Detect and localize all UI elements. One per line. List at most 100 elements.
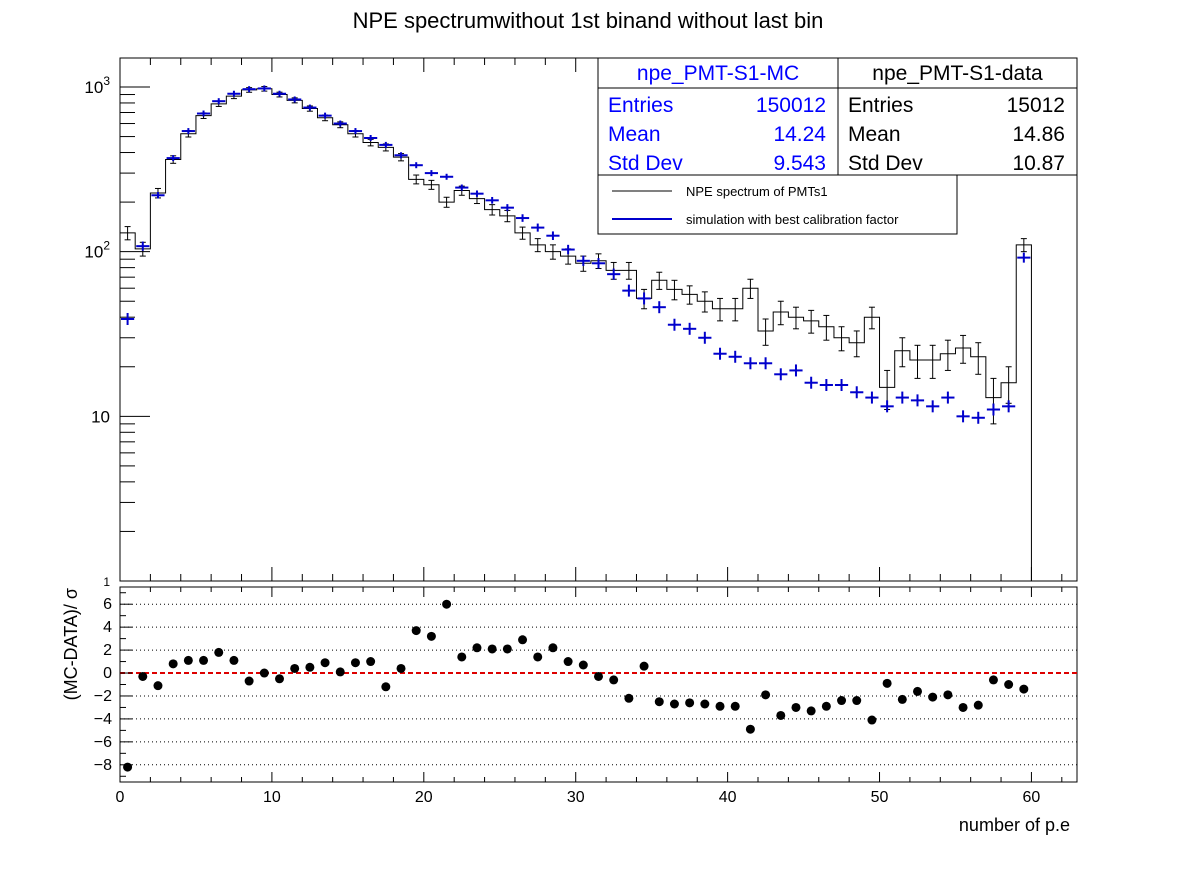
legend-entry-1: simulation with best calibration factor [612,212,899,227]
residual-data [123,599,1029,772]
residual-point [745,724,755,734]
residual-point [442,599,452,609]
legend-entry-0: NPE spectrum of PMTs1 [612,184,828,199]
data-bin-51 [899,337,906,368]
mc-point-55 [956,410,970,423]
residual-point [791,702,801,712]
x-tick-label: 40 [719,789,737,806]
mc-point-4 [181,128,195,135]
data-bin-26 [519,226,526,240]
residual-point [199,655,209,665]
data-bin-27 [534,238,541,253]
data-bin-41 [747,278,754,299]
data-bin-58 [1005,366,1012,404]
mc-point-47 [834,378,849,391]
residual-point [153,681,163,691]
residual-y-tick-label: −6 [94,734,112,751]
mc-point-11 [288,96,302,103]
residual-point [381,682,391,692]
residual-point [548,643,558,653]
y-tick-label: 10 [91,407,110,426]
stat-value: 9.543 [773,152,826,175]
mc-point-16 [364,135,378,142]
mc-point-22 [455,184,469,191]
residual-point [700,699,710,709]
residual-point [138,671,148,681]
stat-label: Mean [608,123,661,146]
residual-point [624,693,634,703]
residual-y-tick-label: −4 [94,711,112,728]
mc-point-44 [789,364,803,377]
residual-point [123,762,133,772]
mc-point-12 [303,104,317,111]
mc-point-36 [667,318,682,331]
spectrum-plot: 1 10 102 103 npe_PMT-S1-MC Entries 150012 Mean… [84,57,1078,589]
residual-point [806,706,816,716]
mc-point-49 [865,391,879,404]
data-bin-45 [808,309,815,334]
stat-value: 10.87 [1012,152,1065,175]
stat-box-frame [837,57,1078,176]
stat-value: 14.24 [773,123,826,146]
residual-point [533,652,543,662]
residual-point [715,701,725,711]
data-bin-28 [549,244,556,260]
mc-point-54 [941,391,955,404]
mc-point-19 [409,162,423,169]
chart-title: NPE spectrumwithout 1st binand without l… [353,8,824,33]
residual-point [882,678,892,688]
residual-point [958,702,968,712]
legend: NPE spectrum of PMTs1 simulation with bes… [597,174,958,235]
mc-point-1 [136,241,150,251]
mc-point-59 [1017,252,1031,263]
residual-point [502,644,512,654]
residual-point [1004,680,1014,689]
mc-point-14 [333,120,347,127]
mc-point-43 [774,368,788,381]
residual-point [350,658,360,668]
mc-point-42 [759,357,773,370]
mc-point-6 [212,98,226,105]
data-bin-47 [838,326,845,352]
data-bin-53 [929,344,936,379]
data-bin-43 [777,300,784,326]
stat-box-0: npe_PMT-S1-MC Entries 150012 Mean 14.24 Std D… [597,57,839,176]
residual-point [183,655,193,665]
spectrum-data [119,85,1032,581]
residual-point [609,675,619,685]
mc-point-41 [743,357,757,370]
residual-point [335,667,345,677]
data-bin-20 [428,179,435,190]
data-bin-37 [686,285,693,305]
residual-point [229,655,239,665]
residual-point [897,694,907,704]
stat-box-1: npe_PMT-S1-data Entries 15012 Mean 14.86 Std … [837,57,1078,176]
mc-point-46 [819,378,833,391]
data-bin-59 [1020,238,1027,253]
residual-point [867,715,877,725]
mc-point-40 [728,350,742,363]
stat-value: 15012 [1007,94,1065,117]
mc-point-31 [591,258,606,269]
residual-axes: 0 10 20 30 40 50 60 −8 −6 −4 −2 0 2 4 6 [94,587,1063,806]
mc-point-56 [971,411,985,424]
residual-point [168,659,178,669]
data-bin-38 [701,291,708,313]
mc-point-7 [227,90,241,97]
residual-point [1019,684,1029,694]
residual-point [518,635,528,645]
residual-frame [119,586,1078,783]
x-axis-label: number of p.e [959,815,1070,835]
residual-y-tick-label: 6 [103,596,112,613]
mc-point-8 [242,86,256,93]
mc-point-21 [440,173,454,180]
mc-point-34 [637,292,651,305]
mc-point-30 [576,255,590,266]
data-bin-33 [625,261,632,280]
residual-point [685,698,695,708]
mc-point-5 [196,110,211,117]
y-axis-label: (MC-DATA)/ σ [61,588,81,700]
residual-point [594,671,603,681]
residual-plot: 0 10 20 30 40 50 60 −8 −6 −4 −2 0 2 4 6 [94,586,1078,806]
